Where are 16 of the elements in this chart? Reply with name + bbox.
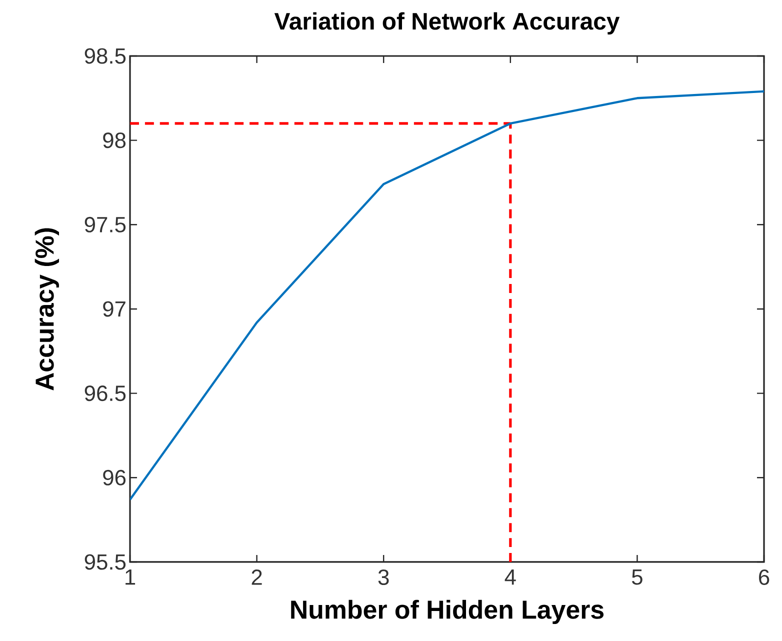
y-tick-label: 97 <box>103 301 126 317</box>
y-axis-title: Accuracy (%) <box>34 228 59 390</box>
y-tick-label: 95.5 <box>84 554 126 570</box>
x-tick-label: 6 <box>759 569 770 586</box>
x-tick-label: 5 <box>632 570 642 585</box>
x-axis-title: Number of Hidden Layers <box>291 600 604 624</box>
chart-title: Variation of Network Accuracy <box>274 12 620 34</box>
x-tick-label: 1 <box>126 570 136 585</box>
y-tick-label: 96 <box>103 470 126 486</box>
y-tick-label: 98.5 <box>84 48 126 64</box>
y-tick-label: 96.5 <box>84 386 126 402</box>
y-tick-label: 98 <box>103 132 126 148</box>
y-tick-label: 97.5 <box>84 216 126 232</box>
x-tick-label: 3 <box>378 569 389 586</box>
x-tick-label: 4 <box>504 570 516 585</box>
x-tick-label: 2 <box>252 569 262 585</box>
